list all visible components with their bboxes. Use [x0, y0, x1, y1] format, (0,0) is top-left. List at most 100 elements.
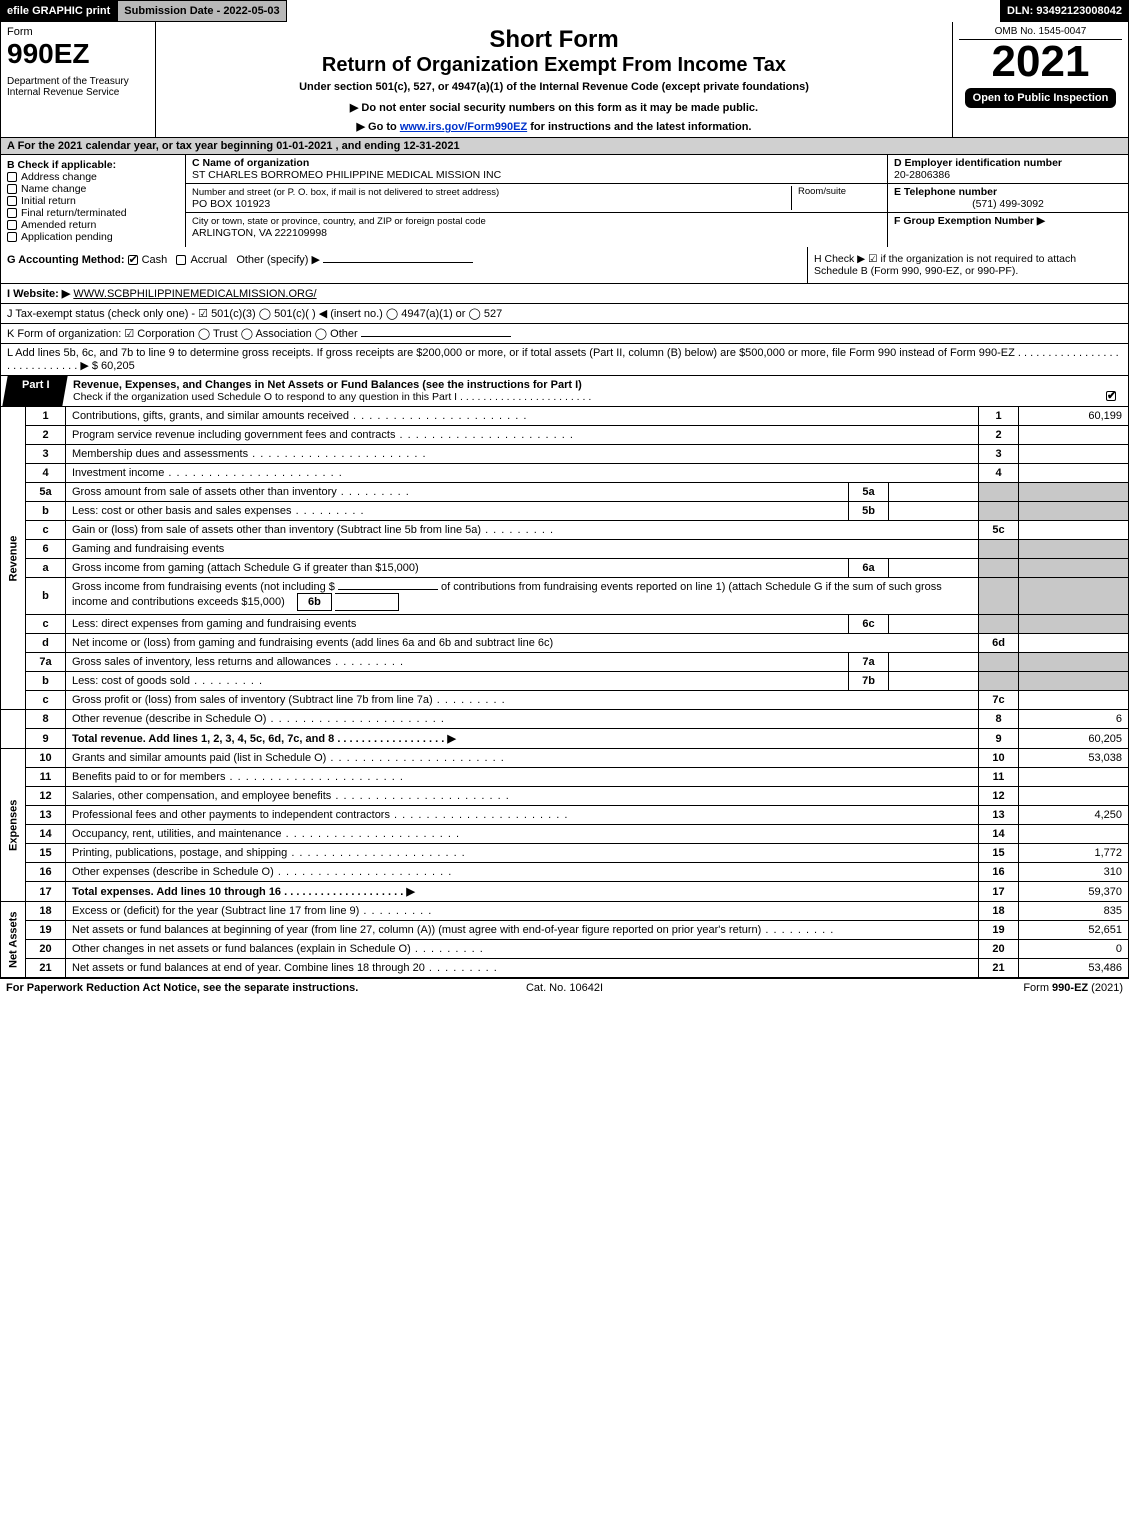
tax-year: 2021: [959, 40, 1122, 84]
chk-application-pending[interactable]: [7, 232, 17, 242]
line-3-text: Membership dues and assessments: [72, 448, 427, 460]
city-label: City or town, state or province, country…: [192, 216, 486, 227]
line-16-text: Other expenses (describe in Schedule O): [72, 866, 452, 878]
line-a-tax-year: A For the 2021 calendar year, or tax yea…: [0, 138, 1129, 155]
line-18-amount: 835: [1019, 902, 1129, 921]
line-15-text: Printing, publications, postage, and shi…: [72, 847, 466, 859]
org-city: ARLINGTON, VA 222109998: [192, 227, 327, 239]
line-8-amount: 6: [1019, 710, 1129, 729]
website-link[interactable]: WWW.SCBPHILIPPINEMEDICALMISSION.ORG/: [73, 288, 316, 300]
phone-value: (571) 499-3092: [894, 198, 1122, 210]
line-k-form-of-org: K Form of organization: ☑ Corporation ◯ …: [0, 324, 1129, 344]
revenue-section-label: Revenue: [1, 407, 26, 710]
room-suite-label: Room/suite: [791, 186, 881, 210]
chk-name-change[interactable]: [7, 184, 17, 194]
line-19-amount: 52,651: [1019, 921, 1129, 940]
box-b-title: B Check if applicable:: [7, 159, 179, 171]
org-address: PO BOX 101923: [192, 198, 270, 210]
box-e-label: E Telephone number: [894, 186, 997, 198]
part-i-tab: Part I: [2, 376, 67, 406]
paperwork-notice: For Paperwork Reduction Act Notice, see …: [6, 982, 378, 994]
box-c-label: C Name of organization: [192, 157, 309, 169]
efile-print-button[interactable]: efile GRAPHIC print: [0, 0, 117, 22]
line-6a-text: Gross income from gaming (attach Schedul…: [66, 559, 849, 578]
goto-line: ▶ Go to www.irs.gov/Form990EZ for instru…: [162, 120, 946, 133]
line-17-text: Total expenses. Add lines 10 through 16 …: [72, 886, 415, 898]
line-7b-text: Less: cost of goods sold: [72, 675, 263, 687]
line-i-website: I Website: ▶ WWW.SCBPHILIPPINEMEDICALMIS…: [0, 284, 1129, 304]
line-7a-text: Gross sales of inventory, less returns a…: [72, 656, 404, 668]
box-f-label: F Group Exemption Number ▶: [894, 215, 1045, 227]
net-assets-section-label: Net Assets: [1, 902, 26, 978]
line-5b-text: Less: cost or other basis and sales expe…: [72, 505, 365, 517]
line-15-amount: 1,772: [1019, 844, 1129, 863]
line-6c-text: Less: direct expenses from gaming and fu…: [72, 618, 356, 630]
line-1-amount: 60,199: [1019, 407, 1129, 426]
open-to-public-inspection: Open to Public Inspection: [965, 88, 1117, 108]
form-footer-label: Form 990-EZ (2021): [751, 982, 1123, 994]
chk-address-change[interactable]: [7, 172, 17, 182]
line-5c-text: Gain or (loss) from sale of assets other…: [72, 524, 554, 536]
line-6d-text: Net income or (loss) from gaming and fun…: [66, 634, 979, 653]
line-10-text: Grants and similar amounts paid (list in…: [72, 752, 505, 764]
line-9-amount: 60,205: [1019, 729, 1129, 749]
cat-number: Cat. No. 10642I: [378, 982, 750, 994]
line-7c-text: Gross profit or (loss) from sales of inv…: [72, 694, 506, 706]
line-l-gross-receipts: L Add lines 5b, 6c, and 7b to line 9 to …: [0, 344, 1129, 376]
line-5a-text: Gross amount from sale of assets other t…: [72, 486, 410, 498]
line-4-text: Investment income: [72, 467, 343, 479]
ssn-warning: ▶ Do not enter social security numbers o…: [162, 101, 946, 114]
submission-date: Submission Date - 2022-05-03: [117, 0, 286, 22]
line-12-text: Salaries, other compensation, and employ…: [72, 790, 510, 802]
line-21-text: Net assets or fund balances at end of ye…: [72, 962, 498, 974]
line-21-amount: 53,486: [1019, 959, 1129, 978]
org-name: ST CHARLES BORROMEO PHILIPPINE MEDICAL M…: [192, 169, 501, 181]
line-9-text: Total revenue. Add lines 1, 2, 3, 4, 5c,…: [72, 733, 456, 745]
line-14-text: Occupancy, rent, utilities, and maintena…: [72, 828, 460, 840]
subtitle: Under section 501(c), 527, or 4947(a)(1)…: [162, 81, 946, 93]
box-d-label: D Employer identification number: [894, 157, 1062, 169]
part-i-table: Revenue 1 Contributions, gifts, grants, …: [0, 407, 1129, 978]
line-1-text: Contributions, gifts, grants, and simila…: [72, 410, 527, 422]
line-g-h-row: G Accounting Method: Cash Accrual Other …: [0, 247, 1129, 284]
line-g-label: G Accounting Method:: [7, 254, 125, 266]
line-11-text: Benefits paid to or for members: [72, 771, 404, 783]
line-13-text: Professional fees and other payments to …: [72, 809, 568, 821]
chk-final-return[interactable]: [7, 208, 17, 218]
line-2-text: Program service revenue including govern…: [72, 429, 574, 441]
line-18-text: Excess or (deficit) for the year (Subtra…: [72, 905, 432, 917]
line-j-tax-exempt: J Tax-exempt status (check only one) - ☑…: [0, 304, 1129, 324]
line-19-text: Net assets or fund balances at beginning…: [72, 924, 834, 936]
top-bar: efile GRAPHIC print Submission Date - 20…: [0, 0, 1129, 22]
page-footer: For Paperwork Reduction Act Notice, see …: [0, 978, 1129, 997]
dept-treasury: Department of the Treasury: [7, 76, 149, 87]
chk-amended-return[interactable]: [7, 220, 17, 230]
line-6b-text: Gross income from fundraising events (no…: [66, 578, 979, 615]
line-20-text: Other changes in net assets or fund bala…: [72, 943, 484, 955]
line-6-text: Gaming and fundraising events: [66, 540, 979, 559]
line-h-text: H Check ▶ ☑ if the organization is not r…: [808, 247, 1128, 283]
title-return: Return of Organization Exempt From Incom…: [162, 54, 946, 77]
address-label: Number and street (or P. O. box, if mail…: [192, 187, 499, 198]
line-13-amount: 4,250: [1019, 806, 1129, 825]
part-i-title: Revenue, Expenses, and Changes in Net As…: [73, 379, 582, 391]
line-8-text: Other revenue (describe in Schedule O): [72, 713, 445, 725]
part-i-header: Part I Revenue, Expenses, and Changes in…: [0, 376, 1129, 407]
chk-schedule-o-part-i[interactable]: [1106, 391, 1116, 401]
dln-label: DLN: 93492123008042: [1000, 0, 1129, 22]
form-header: Form 990EZ Department of the Treasury In…: [0, 22, 1129, 138]
ein-value: 20-2806386: [894, 169, 950, 181]
entity-info-block: B Check if applicable: Address change Na…: [0, 155, 1129, 247]
expenses-section-label: Expenses: [1, 749, 26, 902]
chk-initial-return[interactable]: [7, 196, 17, 206]
line-16-amount: 310: [1019, 863, 1129, 882]
form-number: 990EZ: [7, 38, 149, 70]
line-20-amount: 0: [1019, 940, 1129, 959]
title-short-form: Short Form: [162, 26, 946, 54]
part-i-subnote: Check if the organization used Schedule …: [73, 391, 591, 403]
chk-accrual[interactable]: [176, 255, 186, 265]
chk-cash[interactable]: [128, 255, 138, 265]
line-17-amount: 59,370: [1019, 882, 1129, 902]
line-10-amount: 53,038: [1019, 749, 1129, 768]
irs-link[interactable]: www.irs.gov/Form990EZ: [400, 121, 527, 133]
